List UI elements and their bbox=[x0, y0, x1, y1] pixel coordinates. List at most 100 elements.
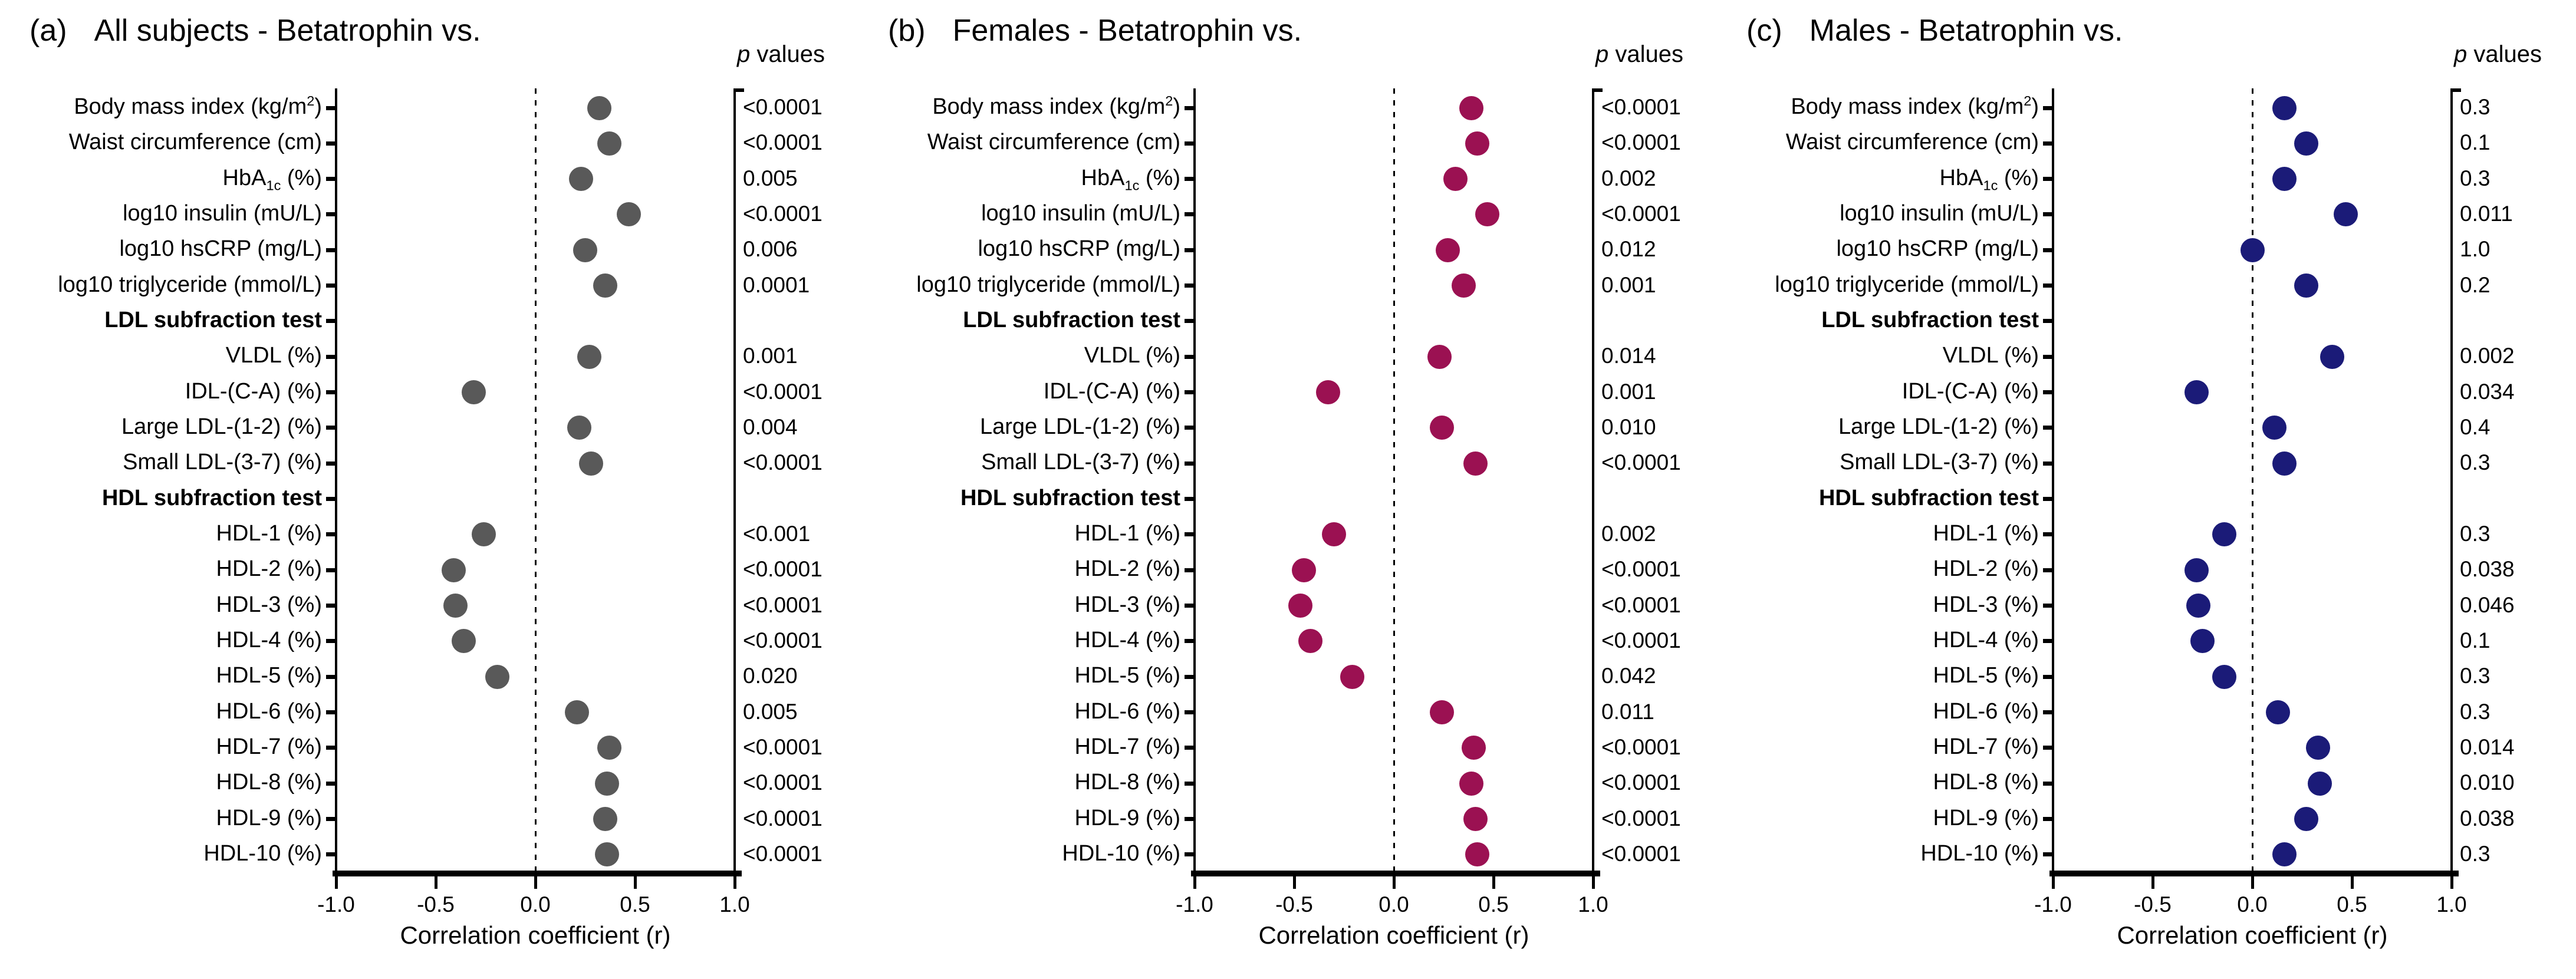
p-value: <0.0001 bbox=[743, 806, 823, 830]
panel-title-text: All subjects - Betatrophin vs. bbox=[94, 14, 481, 48]
data-point-dot bbox=[451, 629, 476, 654]
panel-all-subjects: (a) All subjects - Betatrophin vs. p val… bbox=[0, 0, 858, 979]
x-axis-line bbox=[333, 871, 742, 876]
data-point-dot bbox=[597, 736, 621, 760]
row-tick bbox=[1185, 817, 1195, 822]
data-point-dot bbox=[485, 664, 510, 689]
row-label: HDL-8 (%) bbox=[1074, 770, 1180, 795]
x-axis-tick bbox=[1591, 876, 1595, 889]
x-axis-tick-label: -1.0 bbox=[1176, 892, 1213, 917]
row-tick bbox=[326, 248, 336, 252]
row-tick bbox=[2043, 106, 2053, 110]
x-axis-tick bbox=[2350, 876, 2354, 889]
row-tick bbox=[326, 497, 336, 502]
row-label: HDL-5 (%) bbox=[1074, 663, 1180, 688]
x-axis-line bbox=[1191, 871, 1600, 876]
y-axis-left-spine bbox=[1193, 88, 1196, 871]
row-section-label: LDL subfraction test bbox=[1821, 307, 2039, 332]
panel-title: (c) Males - Betatrophin vs. bbox=[1746, 13, 2123, 48]
y-axis-right-spine bbox=[733, 88, 736, 871]
row-label: HDL-4 (%) bbox=[216, 627, 322, 652]
p-value: 0.046 bbox=[2460, 592, 2515, 617]
data-point-dot bbox=[1465, 842, 1490, 867]
p-value: 0.038 bbox=[2460, 557, 2515, 582]
p-value: 0.1 bbox=[2460, 628, 2491, 653]
p-value: 0.042 bbox=[1601, 664, 1656, 688]
p-value: <0.0001 bbox=[1601, 202, 1681, 226]
data-point-dot bbox=[461, 380, 486, 405]
p-value: <0.0001 bbox=[1601, 806, 1681, 830]
p-value: <0.0001 bbox=[743, 770, 823, 795]
data-point-dot bbox=[597, 131, 621, 156]
row-label: HDL-2 (%) bbox=[1933, 556, 2039, 582]
row-label: HDL-1 (%) bbox=[1933, 520, 2039, 546]
row-tick bbox=[2043, 354, 2053, 359]
y-axis-right-spine bbox=[1592, 88, 1594, 871]
data-point-dot bbox=[2334, 202, 2358, 227]
p-value: 0.002 bbox=[1601, 522, 1656, 546]
data-point-dot bbox=[1298, 629, 1322, 654]
x-axis-tick-label: -1.0 bbox=[2034, 892, 2072, 917]
right-spine-top-cap bbox=[1592, 88, 1603, 92]
p-value: <0.0001 bbox=[1601, 770, 1681, 795]
x-axis-tick bbox=[334, 876, 338, 889]
data-point-dot bbox=[2294, 807, 2318, 832]
zero-reference-line bbox=[1393, 88, 1395, 871]
row-tick bbox=[2043, 674, 2053, 679]
data-point-dot bbox=[2320, 344, 2344, 369]
row-tick bbox=[326, 319, 336, 324]
data-point-dot bbox=[2212, 664, 2237, 689]
data-point-dot bbox=[1429, 700, 1454, 725]
plot-area: -1.0 -0.5 0.0 0.5 1.0 Correlation coefficient… bbox=[0, 0, 858, 979]
data-point-dot bbox=[1427, 344, 1452, 369]
p-values-header: p values bbox=[1595, 41, 1683, 68]
p-value: 0.3 bbox=[2460, 842, 2491, 866]
p-value: 1.0 bbox=[2460, 237, 2491, 262]
row-label: HDL-5 (%) bbox=[216, 663, 322, 688]
row-label: Small LDL-(3-7) (%) bbox=[981, 450, 1180, 475]
data-point-dot bbox=[1459, 95, 1484, 120]
row-tick bbox=[326, 604, 336, 608]
p-value: <0.0001 bbox=[1601, 557, 1681, 582]
row-tick bbox=[326, 106, 336, 110]
data-point-dot bbox=[1315, 380, 1340, 405]
row-tick bbox=[326, 532, 336, 537]
row-tick bbox=[1185, 604, 1195, 608]
p-value: 0.005 bbox=[743, 166, 798, 190]
row-label: HDL-7 (%) bbox=[1933, 734, 2039, 759]
row-label: log10 hsCRP (mg/L) bbox=[978, 236, 1180, 262]
x-axis-tick bbox=[2151, 876, 2154, 889]
row-label: HbA1c (%) bbox=[1939, 165, 2039, 193]
x-axis-tick-label: -1.0 bbox=[317, 892, 355, 917]
p-value: <0.0001 bbox=[743, 592, 823, 617]
row-label: HDL-1 (%) bbox=[1074, 520, 1180, 546]
p-value: 0.4 bbox=[2460, 415, 2491, 440]
row-tick bbox=[2043, 426, 2053, 430]
row-label: log10 insulin (mU/L) bbox=[981, 200, 1180, 226]
x-axis-tick-label: 0.0 bbox=[1379, 892, 1409, 917]
row-tick bbox=[326, 212, 336, 217]
p-value: 0.3 bbox=[2460, 450, 2491, 475]
row-tick bbox=[2043, 212, 2053, 217]
p-values-header-italic: p bbox=[737, 41, 751, 67]
panel-females: (b) Females - Betatrophin vs. p values -… bbox=[858, 0, 1717, 979]
data-point-dot bbox=[579, 451, 604, 476]
row-label: Body mass index (kg/m2) bbox=[74, 93, 322, 119]
x-axis-tick bbox=[1193, 876, 1196, 889]
data-point-dot bbox=[1435, 238, 1460, 262]
p-values-header-rest: values bbox=[750, 41, 825, 67]
data-point-dot bbox=[2240, 238, 2265, 262]
row-label: HDL-10 (%) bbox=[203, 840, 322, 866]
row-tick bbox=[1185, 532, 1195, 537]
row-tick bbox=[1185, 354, 1195, 359]
x-axis-tick-label: -0.5 bbox=[1275, 892, 1313, 917]
row-section-label: HDL subfraction test bbox=[960, 485, 1180, 510]
row-label: Large LDL-(1-2) (%) bbox=[980, 414, 1180, 439]
x-axis-tick bbox=[1292, 876, 1296, 889]
x-axis-tick bbox=[2450, 876, 2453, 889]
row-section-label: HDL subfraction test bbox=[101, 485, 322, 510]
p-value: <0.0001 bbox=[1601, 95, 1681, 120]
row-tick bbox=[326, 390, 336, 395]
p-values-header-italic: p bbox=[2454, 41, 2468, 67]
data-point-dot bbox=[593, 273, 617, 298]
